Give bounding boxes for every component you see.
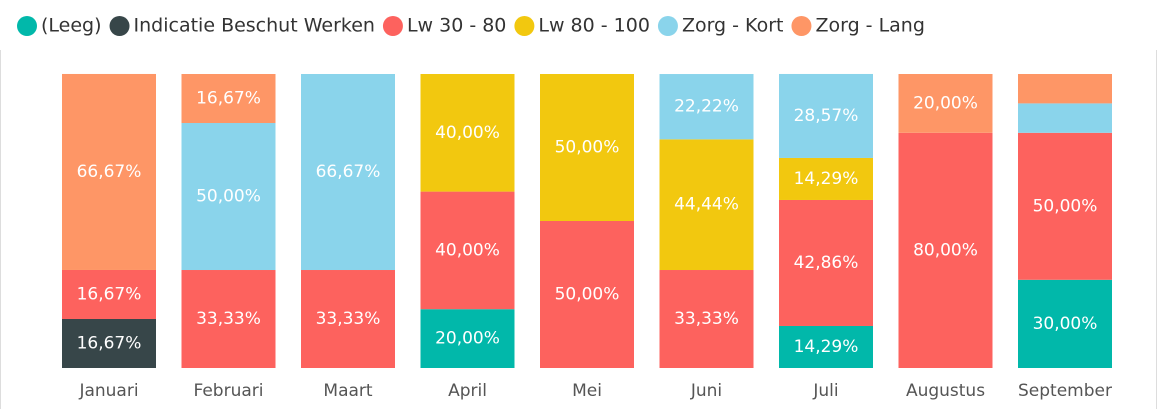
bar-segment bbox=[779, 73, 873, 158]
bar-segment bbox=[779, 157, 873, 200]
data-label: 50,00% bbox=[555, 285, 620, 305]
data-label: 42,86% bbox=[794, 253, 859, 273]
data-label: 66,67% bbox=[77, 162, 142, 182]
data-label: 20,00% bbox=[913, 93, 978, 113]
x-tick-label: September bbox=[1018, 381, 1112, 401]
x-tick-label: Maart bbox=[323, 381, 372, 401]
data-label: 50,00% bbox=[1033, 196, 1098, 216]
x-tick-label: Februari bbox=[194, 381, 264, 401]
x-tick-label: Januari bbox=[78, 381, 138, 401]
bar-segment bbox=[1018, 132, 1112, 280]
legend-swatch bbox=[791, 16, 812, 36]
bar-segment bbox=[420, 309, 515, 368]
bar-segment bbox=[62, 73, 156, 270]
bar-segment bbox=[301, 270, 395, 368]
bar-segment bbox=[181, 270, 276, 368]
x-tick-label: Juli bbox=[812, 381, 838, 401]
data-label: 16,67% bbox=[196, 89, 261, 109]
bar-segment bbox=[659, 270, 754, 368]
legend: (Leeg) Indicatie Beschut Werken Lw 30 - 80… bbox=[17, 15, 925, 37]
bar-segment bbox=[659, 74, 754, 140]
data-label: 80,00% bbox=[913, 240, 978, 260]
x-tick-label: Augustus bbox=[906, 381, 985, 401]
legend-swatch bbox=[17, 16, 37, 36]
bar-segment bbox=[301, 74, 395, 271]
data-label: 33,33% bbox=[674, 309, 739, 329]
data-label: 40,00% bbox=[435, 123, 500, 143]
data-label: 14,29% bbox=[794, 169, 859, 189]
data-label: 50,00% bbox=[196, 187, 261, 207]
data-label: 16,67% bbox=[77, 284, 142, 304]
data-label: 33,33% bbox=[196, 309, 261, 329]
bar-segment bbox=[420, 191, 515, 310]
legend-label: Zorg - Kort bbox=[682, 15, 784, 37]
data-label: 28,57% bbox=[794, 106, 859, 126]
bar-segment bbox=[779, 199, 873, 326]
legend-swatch bbox=[382, 16, 403, 36]
legend-swatch bbox=[514, 16, 535, 36]
bar-segment bbox=[420, 74, 515, 192]
data-label: 20,00% bbox=[435, 329, 500, 349]
bar-segment bbox=[540, 221, 634, 368]
data-label: 40,00% bbox=[435, 240, 500, 260]
legend-label: Lw 80 - 100 bbox=[538, 15, 650, 37]
legend-label: (Leeg) bbox=[41, 15, 102, 37]
x-tick-label: Mei bbox=[572, 381, 602, 401]
bar-segment bbox=[1018, 74, 1112, 104]
x-tick-label: April bbox=[448, 381, 487, 401]
bar-segment bbox=[779, 325, 873, 368]
data-label: 50,00% bbox=[555, 138, 620, 158]
bar-segment bbox=[181, 123, 276, 271]
data-label: 33,33% bbox=[316, 309, 381, 329]
data-label: 30,00% bbox=[1033, 314, 1098, 334]
bar-segment bbox=[62, 318, 156, 368]
bar-segment bbox=[1018, 279, 1112, 368]
bar-segment bbox=[898, 74, 993, 133]
bar-segment bbox=[1018, 103, 1112, 133]
bar-segment bbox=[659, 139, 754, 271]
bar-segment bbox=[181, 74, 276, 124]
bar-segment bbox=[62, 269, 156, 319]
legend-label: Indicatie Beschut Werken bbox=[134, 15, 375, 37]
bar-segment bbox=[540, 74, 634, 221]
data-label: 16,67% bbox=[77, 333, 142, 353]
data-label: 14,29% bbox=[794, 337, 859, 357]
x-tick-label: Juni bbox=[690, 381, 722, 401]
data-label: 22,22% bbox=[674, 97, 739, 117]
bar-segment bbox=[898, 132, 993, 368]
legend-label: Zorg - Lang bbox=[815, 15, 924, 37]
legend-swatch bbox=[657, 16, 678, 36]
legend-swatch bbox=[109, 16, 130, 36]
legend-label: Lw 30 - 80 bbox=[407, 15, 506, 37]
data-label: 66,67% bbox=[316, 162, 381, 182]
data-label: 44,44% bbox=[674, 195, 739, 215]
